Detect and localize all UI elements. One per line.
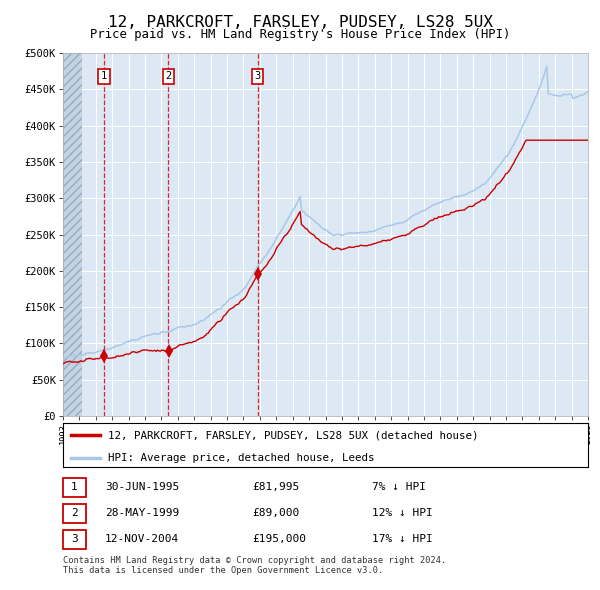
Text: £81,995: £81,995: [252, 482, 299, 491]
Text: 2: 2: [165, 71, 172, 81]
Text: Price paid vs. HM Land Registry's House Price Index (HPI): Price paid vs. HM Land Registry's House …: [90, 28, 510, 41]
Text: Contains HM Land Registry data © Crown copyright and database right 2024.
This d: Contains HM Land Registry data © Crown c…: [63, 556, 446, 575]
Text: 1: 1: [101, 71, 107, 81]
Text: 28-MAY-1999: 28-MAY-1999: [105, 508, 179, 517]
Text: 12% ↓ HPI: 12% ↓ HPI: [372, 508, 433, 517]
Text: 1: 1: [71, 483, 78, 492]
Text: 30-JUN-1995: 30-JUN-1995: [105, 482, 179, 491]
Text: 3: 3: [71, 535, 78, 544]
Bar: [63, 53, 82, 416]
Text: 7% ↓ HPI: 7% ↓ HPI: [372, 482, 426, 491]
Text: 12, PARKCROFT, FARSLEY, PUDSEY, LS28 5UX: 12, PARKCROFT, FARSLEY, PUDSEY, LS28 5UX: [107, 15, 493, 30]
Text: 12, PARKCROFT, FARSLEY, PUDSEY, LS28 5UX (detached house): 12, PARKCROFT, FARSLEY, PUDSEY, LS28 5UX…: [107, 431, 478, 440]
Text: £89,000: £89,000: [252, 508, 299, 517]
Text: 12-NOV-2004: 12-NOV-2004: [105, 534, 179, 543]
Text: 2: 2: [71, 509, 78, 518]
Text: 17% ↓ HPI: 17% ↓ HPI: [372, 534, 433, 543]
Text: HPI: Average price, detached house, Leeds: HPI: Average price, detached house, Leed…: [107, 453, 374, 463]
Text: 3: 3: [254, 71, 261, 81]
Text: £195,000: £195,000: [252, 534, 306, 543]
